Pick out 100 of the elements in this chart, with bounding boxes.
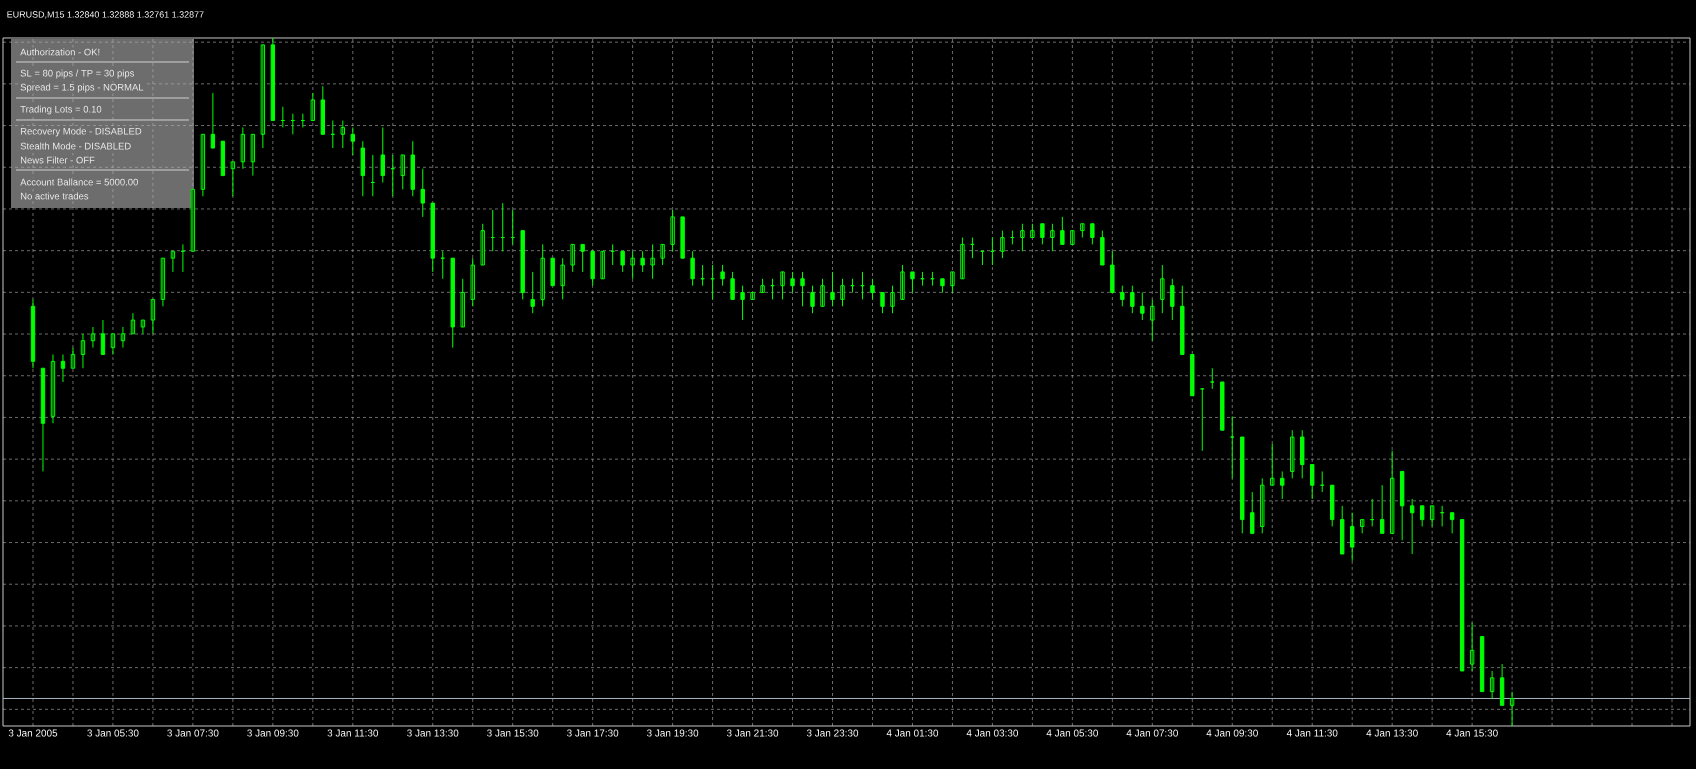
candlestick bbox=[820, 278, 825, 307]
x-tick-label: 4 Jan 05:30 bbox=[1046, 729, 1098, 737]
candlestick bbox=[300, 113, 306, 128]
x-tick-label: 4 Jan 13:30 bbox=[1366, 729, 1418, 737]
candlestick bbox=[1280, 470, 1285, 500]
candlestick bbox=[1489, 670, 1495, 699]
candlestick bbox=[60, 353, 66, 383]
candlestick bbox=[370, 154, 375, 197]
candlestick bbox=[760, 278, 765, 294]
x-tick-label: 4 Jan 11:30 bbox=[1286, 729, 1338, 737]
candlestick bbox=[1190, 353, 1195, 397]
candlestick bbox=[420, 168, 425, 218]
candlestick bbox=[590, 250, 595, 287]
candlestick bbox=[740, 285, 745, 321]
candlestick bbox=[1499, 663, 1505, 706]
x-tick-label: 3 Jan 2005 bbox=[8, 729, 58, 737]
x-tick-label: 4 Jan 07:30 bbox=[1126, 729, 1178, 737]
candlestick bbox=[690, 250, 695, 287]
candlestick bbox=[530, 271, 535, 314]
candlestick bbox=[80, 333, 86, 369]
x-tick-label: 4 Jan 01:30 bbox=[886, 729, 939, 737]
candlestick bbox=[880, 292, 885, 314]
candlestick bbox=[390, 154, 395, 197]
candlestick bbox=[710, 264, 715, 300]
candlestick bbox=[720, 264, 725, 287]
candlestick bbox=[40, 367, 46, 472]
candlestick bbox=[110, 333, 116, 355]
candlestick bbox=[480, 223, 485, 266]
candlestick bbox=[1369, 498, 1375, 527]
candlestick bbox=[430, 202, 435, 273]
candlestick bbox=[330, 120, 335, 149]
candlestick bbox=[1100, 230, 1105, 266]
candlestick bbox=[1340, 505, 1345, 555]
candlestick bbox=[580, 243, 585, 273]
x-tick-label: 3 Jan 05:30 bbox=[87, 729, 139, 737]
x-tick-label: 3 Jan 23:30 bbox=[806, 729, 859, 737]
x-tick-label: 4 Jan 15:30 bbox=[1446, 729, 1498, 737]
candlestick bbox=[970, 237, 975, 259]
candlestick bbox=[830, 271, 835, 307]
x-tick-label: 3 Jan 09:30 bbox=[247, 729, 299, 737]
candlestick bbox=[1080, 223, 1085, 239]
candlestick bbox=[870, 278, 875, 300]
candlestick bbox=[800, 271, 805, 307]
candlestick bbox=[310, 92, 316, 122]
candlestick bbox=[1170, 278, 1175, 321]
chart-title: EURUSD,M15 1.32840 1.32888 1.32761 1.32877 bbox=[7, 11, 204, 19]
x-tick-label: 3 Jan 17:30 bbox=[566, 729, 619, 737]
candlestick bbox=[470, 257, 475, 307]
candlestick bbox=[1230, 415, 1235, 479]
annotation: Stealth Mode - DISABLED bbox=[20, 142, 131, 150]
annotation: SL = 80 pips / TP = 30 pips bbox=[20, 69, 135, 79]
candlestick bbox=[1290, 429, 1295, 479]
candlestick bbox=[1220, 381, 1225, 431]
candlestick bbox=[1419, 505, 1425, 527]
candlestick bbox=[1509, 691, 1515, 727]
candlestick bbox=[1350, 512, 1355, 562]
candlestick bbox=[120, 326, 126, 349]
candlestick bbox=[450, 257, 455, 349]
candlestick bbox=[130, 312, 136, 335]
candlestick bbox=[610, 243, 615, 266]
candlestick bbox=[790, 271, 795, 294]
annotation: Recovery Mode - DISABLED bbox=[20, 127, 142, 137]
candlestick bbox=[210, 92, 216, 149]
x-tick-label: 3 Jan 11:30 bbox=[327, 729, 379, 737]
annotation: Authorization - OK! bbox=[20, 48, 100, 56]
candlestick bbox=[940, 278, 945, 294]
candlestick bbox=[1160, 264, 1165, 314]
x-tick-label: 4 Jan 09:30 bbox=[1206, 729, 1258, 737]
candlestick bbox=[1010, 230, 1015, 245]
candlestick bbox=[670, 209, 675, 252]
candlestick bbox=[910, 271, 915, 294]
candlestick bbox=[340, 120, 345, 149]
candlestick bbox=[1000, 230, 1005, 259]
candlestick bbox=[1439, 505, 1445, 527]
candlestick bbox=[460, 278, 465, 328]
candlestick bbox=[1300, 429, 1305, 479]
x-tick-label: 3 Jan 07:30 bbox=[167, 729, 219, 737]
candlestick bbox=[930, 271, 935, 287]
annotation: Trading Lots = 0.10 bbox=[20, 105, 102, 115]
candlestick bbox=[660, 243, 665, 266]
candlestick bbox=[840, 278, 845, 307]
candlestick bbox=[180, 243, 186, 273]
candlestick bbox=[1210, 367, 1215, 390]
candlestick bbox=[500, 202, 505, 252]
candlestick bbox=[950, 271, 955, 294]
candlestick bbox=[1389, 450, 1395, 534]
candlestick bbox=[680, 216, 685, 259]
candlestick bbox=[770, 278, 775, 300]
candlestick bbox=[280, 106, 286, 128]
candlestick bbox=[990, 237, 995, 266]
candlestick bbox=[560, 257, 565, 300]
candlestick bbox=[1270, 443, 1275, 486]
candlestick bbox=[1020, 223, 1025, 252]
candlestick bbox=[150, 298, 156, 335]
candlestick bbox=[1050, 223, 1055, 252]
annotation: No active trades bbox=[20, 192, 89, 200]
candlestick bbox=[1030, 223, 1035, 239]
candlestick bbox=[320, 85, 326, 135]
candlestick bbox=[520, 230, 525, 300]
candlestick bbox=[920, 271, 925, 287]
